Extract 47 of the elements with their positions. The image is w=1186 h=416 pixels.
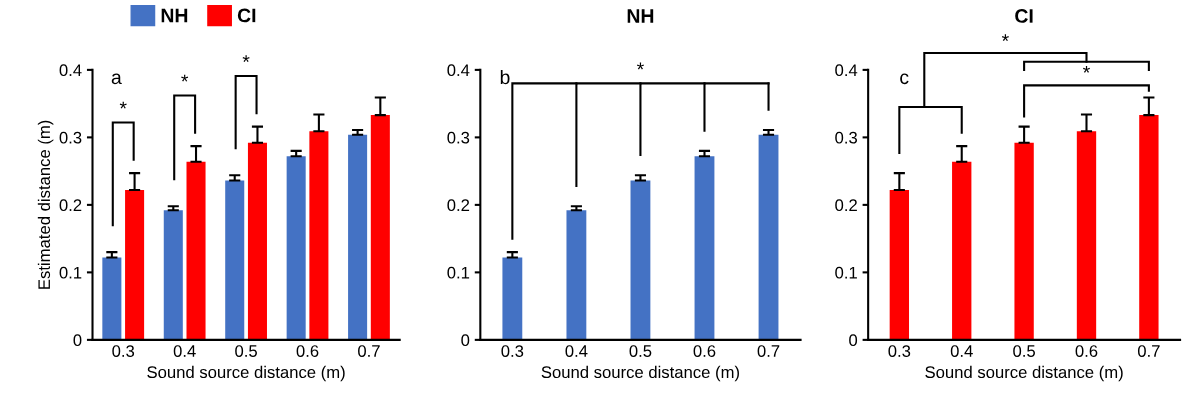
y-tick-label: 0.1 bbox=[835, 266, 857, 279]
y-tick-label: 0.4 bbox=[59, 64, 82, 77]
chart-title: CI bbox=[1015, 9, 1033, 23]
x-axis-title: Sound source distance (m) bbox=[541, 365, 739, 382]
x-axis-title: Sound source distance (m) bbox=[925, 365, 1123, 382]
y-tick-label: 0.1 bbox=[59, 266, 82, 279]
x-tick-label: 0.6 bbox=[296, 345, 319, 357]
text: * bbox=[636, 62, 644, 70]
y-tick-label: 0.2 bbox=[447, 199, 470, 212]
y-tick-label: 0.3 bbox=[447, 131, 470, 144]
y-tick-label: 0.4 bbox=[835, 64, 858, 77]
annotation: * bbox=[181, 74, 189, 82]
x-tick-label: 0.5 bbox=[235, 345, 257, 357]
text: * bbox=[1001, 34, 1009, 42]
x-tick-label: 0.3 bbox=[888, 345, 911, 357]
y-tick-label: 0 bbox=[849, 334, 858, 347]
legend-label: CI bbox=[237, 8, 256, 23]
annotation: c bbox=[900, 73, 909, 85]
chart-title: NH bbox=[627, 9, 654, 23]
x-tick-label: 0.3 bbox=[112, 345, 135, 357]
y-tick-label: 0.2 bbox=[59, 199, 82, 212]
x-tick-label: 0.6 bbox=[693, 345, 716, 357]
x-axis-title: Sound source distance (m) bbox=[147, 365, 345, 382]
x-tick-label: 0.4 bbox=[950, 345, 973, 357]
annotation: * bbox=[119, 101, 127, 109]
x-tick-label: 0.4 bbox=[173, 345, 196, 357]
legend-label: NH bbox=[161, 8, 188, 23]
y-tick-label: 0.3 bbox=[59, 131, 82, 144]
text: * bbox=[242, 55, 250, 62]
y-tick-label: 0.2 bbox=[835, 199, 857, 212]
annotation: a bbox=[111, 73, 122, 85]
y-axis-title: Estimated distance (m) bbox=[37, 120, 54, 289]
y-tick-label: 0 bbox=[73, 334, 82, 347]
y-tick-label: 0.3 bbox=[835, 131, 857, 144]
x-tick-label: 0.3 bbox=[501, 345, 524, 357]
x-tick-label: 0.4 bbox=[565, 345, 588, 357]
annotation: * bbox=[1083, 65, 1090, 73]
annotation: b bbox=[500, 69, 510, 85]
x-tick-label: 0.7 bbox=[757, 345, 780, 357]
x-tick-label: 0.5 bbox=[1013, 345, 1035, 357]
x-tick-label: 0.6 bbox=[1075, 345, 1098, 357]
x-tick-label: 0.7 bbox=[1137, 345, 1160, 357]
x-tick-label: 0.7 bbox=[358, 345, 380, 357]
y-tick-label: 0.1 bbox=[447, 266, 470, 279]
x-tick-label: 0.5 bbox=[629, 345, 652, 357]
y-tick-label: 0 bbox=[461, 334, 470, 347]
y-tick-label: 0.4 bbox=[447, 64, 470, 77]
